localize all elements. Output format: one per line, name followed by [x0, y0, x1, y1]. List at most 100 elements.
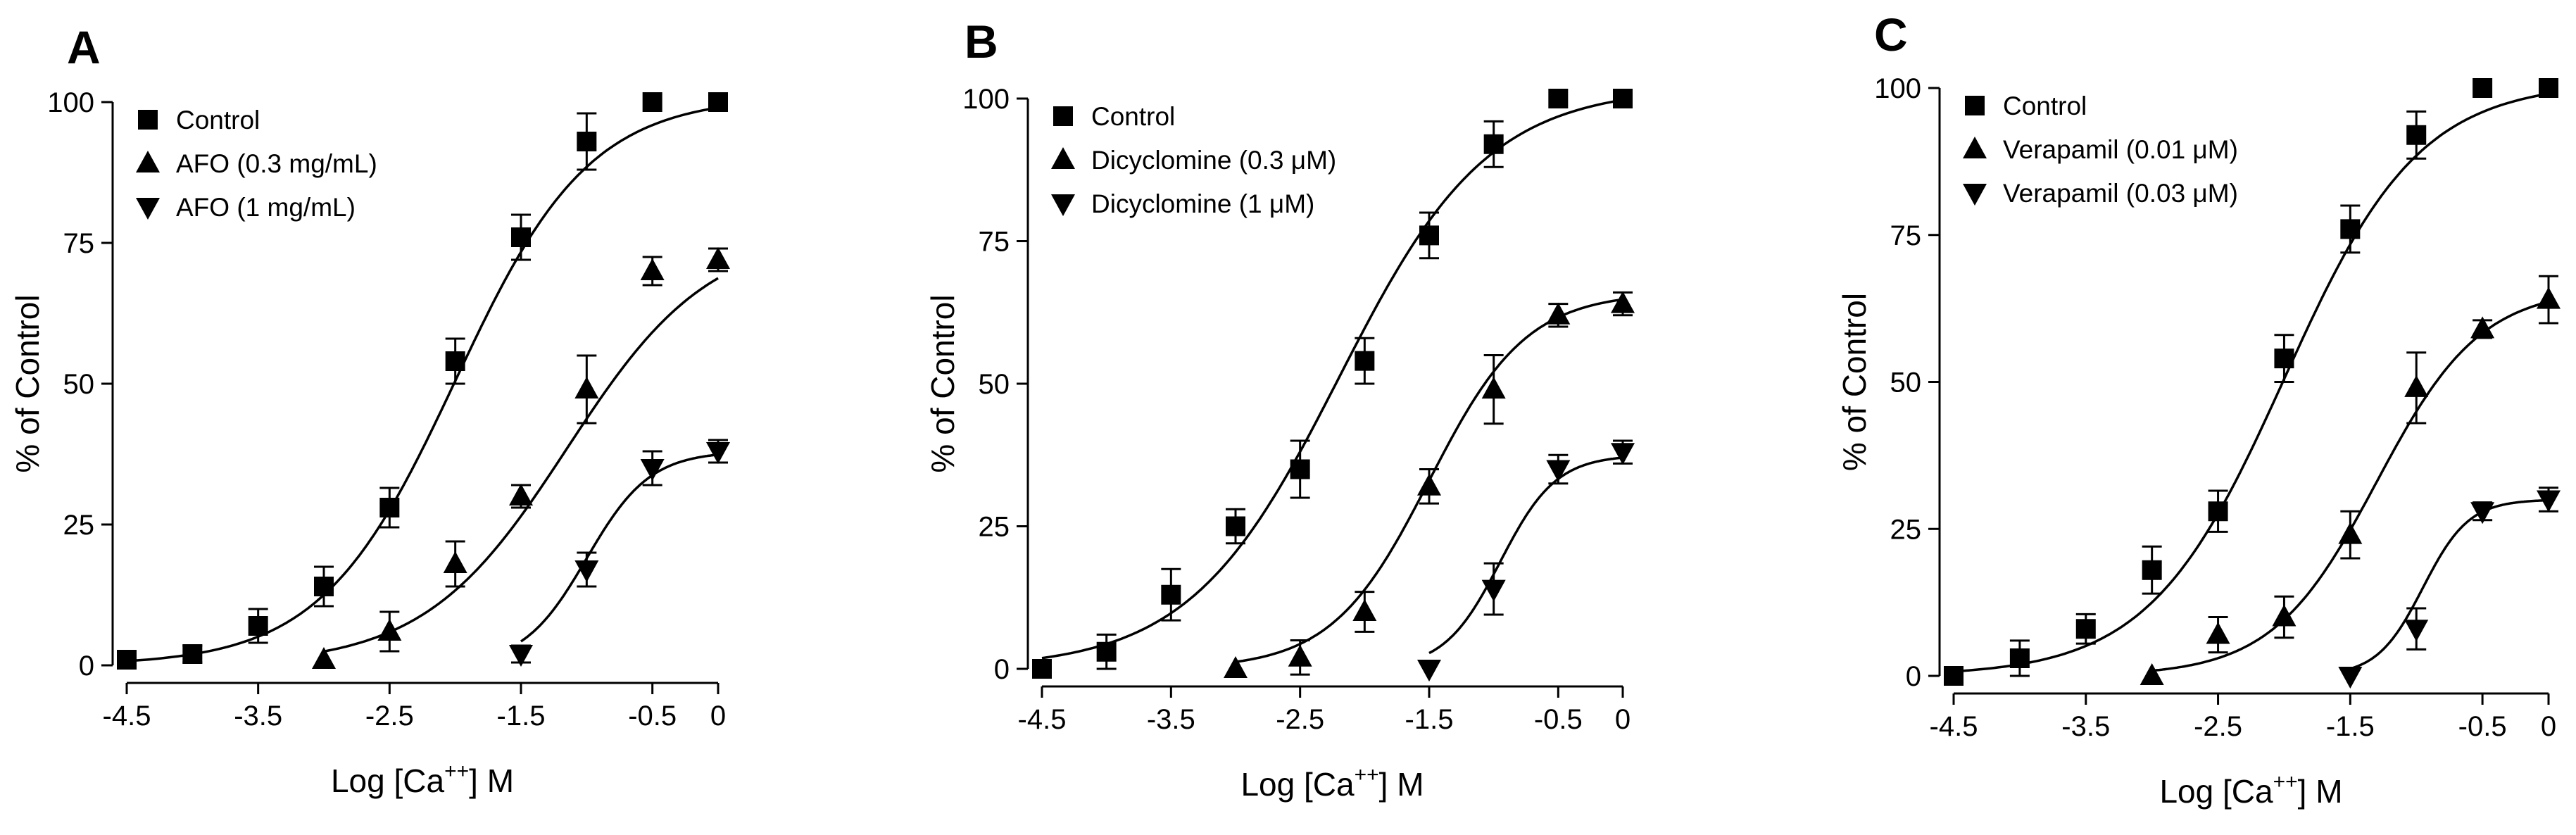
x-axis-title: Log [Ca++] M — [1240, 763, 1424, 803]
data-point — [2539, 78, 2558, 98]
x-tick-label: -4.5 — [1930, 711, 1978, 742]
x-tick-label: -4.5 — [103, 701, 151, 732]
data-point — [708, 92, 728, 112]
y-tick-label: 0 — [1906, 661, 1921, 692]
series-2: Dicyclomine (0.3 μM) — [1051, 146, 1635, 678]
data-point — [2140, 663, 2164, 685]
legend-label: Verapamil (0.01 μM) — [2003, 135, 2238, 164]
legend-marker — [1963, 137, 1987, 158]
fit-curve — [2349, 498, 2549, 670]
y-tick-label: 100 — [47, 87, 94, 118]
panel-c: C 0 25 50 75 100 -4.5 -3.5 -2.5 -1.5 -0.5 0 Log [Ca+… — [1836, 8, 2561, 810]
data-point — [1546, 302, 1571, 325]
data-point — [379, 498, 400, 517]
data-point — [312, 647, 336, 669]
data-point — [2338, 522, 2363, 544]
panel-b: B 0 25 50 75 100 -4.5 -3.5 -2.5 -1.5 -0.5 0 Log [Ca+… — [924, 15, 1635, 803]
panel-letter: B — [965, 15, 998, 68]
x-tick-label: 0 — [1615, 704, 1631, 735]
data-point — [2537, 287, 2561, 309]
data-point — [2406, 125, 2427, 145]
data-point — [2338, 667, 2363, 689]
x-axis-title-superscript: ++ — [444, 760, 469, 783]
data-point — [2537, 490, 2561, 513]
legend-label: Dicyclomine (0.3 μM) — [1091, 146, 1336, 175]
data-point — [1481, 579, 1506, 602]
data-point — [248, 616, 268, 636]
fit-curve — [126, 106, 719, 663]
x-tick-label: -3.5 — [2061, 711, 2110, 742]
fit-curve — [1041, 99, 1623, 660]
data-point — [509, 645, 533, 667]
panel-letter: C — [1874, 8, 1908, 61]
data-point — [2009, 648, 2030, 668]
series-1: Control — [117, 92, 728, 670]
panel-a: A 0 25 50 75 100 -4.5 -3.5 -2.5 -1.5 -0.5 0 Log [Ca+… — [9, 21, 730, 799]
data-point — [640, 459, 665, 481]
x-tick-label: -2.5 — [2194, 711, 2242, 742]
y-tick-label: 50 — [63, 369, 95, 400]
x-axis-title-main: Log [Ca — [331, 762, 445, 799]
y-tick-label: 75 — [63, 228, 95, 259]
x-tick-label: -1.5 — [1405, 704, 1454, 735]
series-1: Control — [1944, 78, 2558, 686]
data-point — [117, 650, 137, 670]
data-point — [1226, 516, 1245, 536]
series-2: AFO (0.3 mg/mL) — [136, 149, 730, 669]
x-axis-title-superscript: ++ — [1355, 763, 1379, 786]
x-axis-title-main: Log [Ca — [2159, 773, 2273, 810]
y-tick-label: 75 — [1890, 220, 1922, 251]
fit-curve — [520, 453, 719, 643]
data-point — [511, 227, 531, 247]
y-tick-label: 25 — [979, 512, 1010, 543]
data-point — [706, 247, 730, 269]
y-axis-title: % of Control — [1836, 293, 1873, 471]
series-3: Dicyclomine (1 μM) — [1051, 189, 1635, 682]
x-axis-title-main: Log [Ca — [1240, 766, 1355, 803]
fit-curve — [1428, 456, 1623, 655]
legend-marker — [1963, 184, 1987, 206]
y-axis-title: % of Control — [924, 294, 961, 472]
series-1: Control — [1032, 89, 1633, 679]
data-point — [640, 258, 665, 280]
data-point — [1611, 443, 1635, 465]
data-point — [642, 92, 662, 112]
data-point — [2470, 316, 2495, 339]
legend-label: Control — [1091, 102, 1175, 131]
data-point — [377, 619, 402, 641]
data-point — [1481, 377, 1506, 399]
y-tick-label: 0 — [994, 654, 1010, 685]
data-point — [2272, 604, 2297, 627]
x-tick-label: -3.5 — [234, 701, 282, 732]
legend-marker — [136, 151, 160, 172]
y-tick-label: 100 — [1874, 73, 1921, 104]
series-3: Verapamil (0.03 μM) — [1963, 179, 2561, 689]
data-point — [1096, 641, 1117, 662]
x-axis-title-suffix: ] M — [469, 762, 514, 799]
data-point — [1548, 89, 1569, 108]
legend-marker — [1051, 194, 1075, 216]
data-point — [2208, 501, 2228, 522]
data-point — [2206, 622, 2230, 644]
y-tick-label: 50 — [1890, 368, 1922, 398]
x-tick-label: -4.5 — [1018, 704, 1067, 735]
data-point — [509, 484, 533, 506]
x-tick-label: -2.5 — [365, 701, 414, 732]
x-axis-title-suffix: ] M — [2298, 773, 2343, 810]
data-point — [182, 644, 203, 664]
data-point — [1032, 659, 1052, 679]
fit-curve — [2151, 300, 2549, 672]
y-tick-label: 75 — [979, 227, 1010, 258]
data-point — [1161, 584, 1181, 605]
data-point — [1417, 473, 1441, 496]
x-tick-label: 0 — [710, 701, 726, 732]
data-point — [1944, 666, 1964, 686]
legend-label: Control — [176, 106, 260, 134]
legend-label: AFO (1 mg/mL) — [176, 193, 356, 222]
data-point — [443, 551, 467, 573]
data-point — [445, 351, 465, 371]
series-2: Verapamil (0.01 μM) — [1963, 135, 2561, 685]
data-point — [1288, 644, 1312, 667]
x-axis-title-superscript: ++ — [2273, 770, 2298, 793]
